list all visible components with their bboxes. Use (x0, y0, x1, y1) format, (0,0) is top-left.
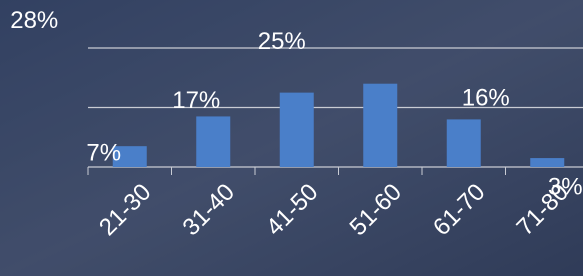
bar (363, 84, 397, 167)
data-label: 16% (462, 85, 510, 112)
data-label: 28% (10, 7, 58, 34)
bar (196, 116, 230, 167)
bar (447, 119, 481, 167)
bar (530, 158, 564, 167)
data-label: 7% (86, 140, 121, 167)
chart: 7%21-3017%31-4025%41-5028%51-6016%61-703… (0, 0, 583, 276)
data-label: 25% (258, 28, 306, 55)
data-label: 17% (172, 87, 220, 114)
bar (280, 93, 314, 167)
